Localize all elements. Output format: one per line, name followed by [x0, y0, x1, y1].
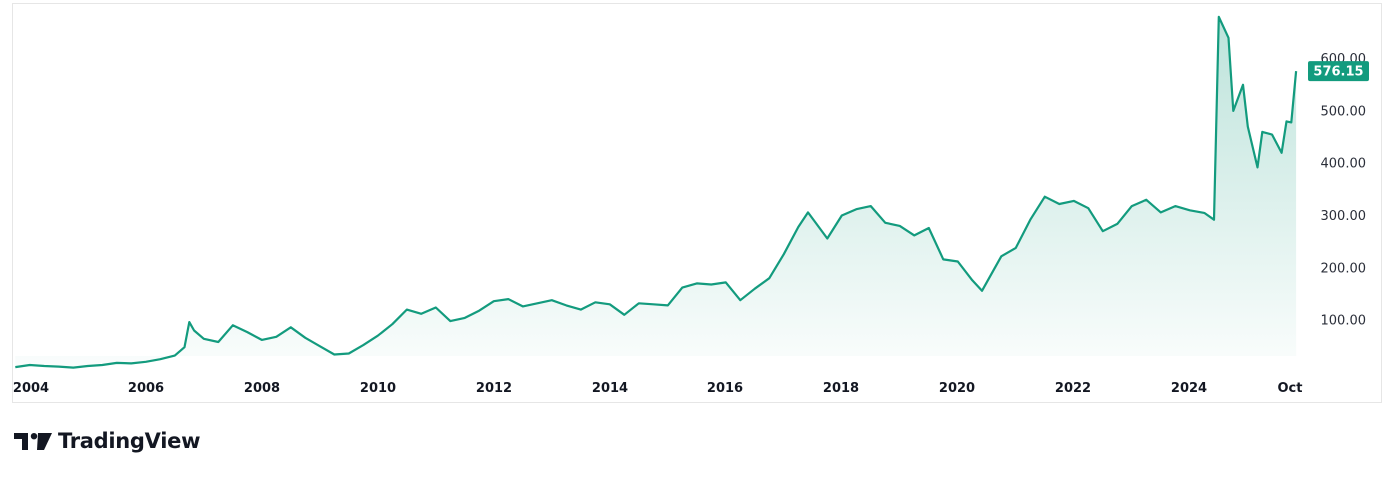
last-price-badge-bg: [1308, 61, 1369, 82]
x-tick-label: Oct: [1278, 381, 1303, 396]
x-tick-label: 2008: [244, 381, 280, 396]
y-tick-label: 500.00: [1321, 104, 1367, 119]
tradingview-logo-icon: [14, 432, 52, 450]
y-tick-label: 200.00: [1321, 261, 1367, 276]
chart-frame: 100.00 200.00 300.00 400.00 500.00 600.00 200…: [12, 3, 1382, 403]
y-tick-label: 100.00: [1321, 314, 1367, 329]
y-tick-label: 300.00: [1321, 209, 1367, 224]
brand-logo[interactable]: TradingView: [14, 428, 200, 454]
x-tick-label: 2018: [823, 381, 859, 396]
x-tick-label: 2010: [360, 381, 396, 396]
series-area: [15, 16, 1297, 368]
series-line: [15, 15, 1298, 369]
x-axis: 2004 2006 2008 2010 2012 2014 2016 2018 2020 2022…: [13, 381, 1302, 396]
x-tick-label: 2004: [13, 381, 49, 396]
last-price-badge: 576.15: [1308, 61, 1369, 82]
last-price-label: 576.15: [1313, 65, 1363, 80]
area-fill-layer: [15, 16, 1297, 368]
x-tick-label: 2016: [707, 381, 743, 396]
x-tick-label: 2020: [939, 381, 975, 396]
series-line-layer: [15, 15, 1298, 369]
x-tick-label: 2014: [592, 381, 628, 396]
x-tick-label: 2006: [128, 381, 164, 396]
x-tick-label: 2012: [476, 381, 512, 396]
x-tick-label: 2024: [1171, 381, 1207, 396]
y-tick-label: 400.00: [1321, 157, 1367, 172]
x-tick-label: 2022: [1055, 381, 1091, 396]
brand-name: TradingView: [58, 429, 201, 453]
